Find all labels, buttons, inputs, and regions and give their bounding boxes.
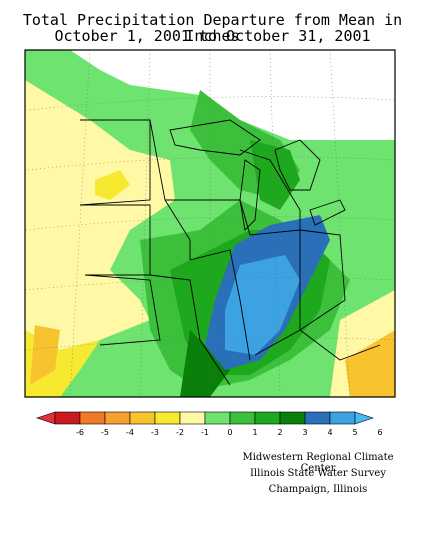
legend-tick-label: -3 bbox=[151, 428, 159, 437]
precipitation-map bbox=[24, 49, 396, 398]
map-title-line-1: Total Precipitation Departure from Mean … bbox=[22, 11, 403, 45]
legend-swatch bbox=[304, 411, 331, 425]
legend-tick-label: 6 bbox=[377, 428, 382, 437]
legend-swatch bbox=[54, 411, 81, 425]
legend-swatch bbox=[329, 411, 356, 425]
legend-arrow-left bbox=[36, 411, 56, 425]
credit-line-1: Midwestern Regional Climate Center bbox=[242, 452, 394, 474]
dry-region-west bbox=[25, 80, 175, 350]
outside-region bbox=[70, 50, 395, 140]
very-wet-center bbox=[225, 255, 300, 355]
legend-tick-label: -6 bbox=[76, 428, 84, 437]
legend-tick-label: -2 bbox=[176, 428, 184, 437]
legend-swatch bbox=[204, 411, 231, 425]
credit-line-2: Illinois State Water Survey bbox=[249, 468, 386, 479]
map-frame bbox=[24, 49, 396, 398]
legend-arrow-right bbox=[354, 411, 374, 425]
legend-swatch bbox=[254, 411, 281, 425]
legend-tick-label: -1 bbox=[201, 428, 209, 437]
wettest-green-sw bbox=[180, 330, 230, 397]
dry-spot-north bbox=[95, 170, 130, 200]
legend-swatch bbox=[279, 411, 306, 425]
legend-tick-label: -4 bbox=[126, 428, 134, 437]
dry-spot-sw bbox=[30, 325, 60, 385]
legend-tick-label: -5 bbox=[101, 428, 109, 437]
map-title-line-2: October 1, 2001 to October 31, 2001 bbox=[54, 27, 371, 45]
state-boundaries bbox=[79, 119, 381, 386]
legend-color-bar bbox=[36, 411, 374, 425]
legend-tick-label: 4 bbox=[327, 428, 332, 437]
lat-lon-grid bbox=[25, 50, 395, 397]
great-lakes bbox=[169, 119, 346, 231]
legend-swatch bbox=[104, 411, 131, 425]
legend-tick-label: 2 bbox=[277, 428, 282, 437]
legend-labels: -6 -5 -4 -3 -2 -1 0 1 2 3 4 5 6 bbox=[76, 428, 383, 437]
legend-tick-label: 1 bbox=[252, 428, 257, 437]
legend-swatch bbox=[79, 411, 106, 425]
legend-tick-label: 3 bbox=[302, 428, 307, 437]
credit-line-3: Champaign, Illinois bbox=[268, 484, 368, 495]
legend-swatch bbox=[154, 411, 181, 425]
legend-swatch bbox=[229, 411, 256, 425]
legend-swatch bbox=[129, 411, 156, 425]
legend-tick-label: 0 bbox=[227, 428, 232, 437]
color-legend: -6 -5 -4 -3 -2 -1 0 1 2 3 4 5 6 bbox=[36, 411, 383, 437]
legend-swatch bbox=[179, 411, 206, 425]
legend-tick-label: 5 bbox=[352, 428, 357, 437]
dry-spot-se bbox=[345, 330, 395, 397]
